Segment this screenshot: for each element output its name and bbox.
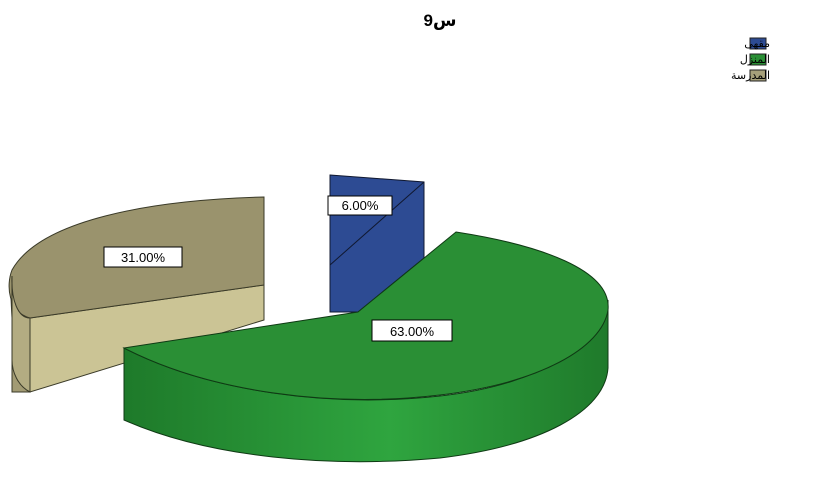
chart-title: س9: [424, 11, 457, 30]
data-label-cafe: 6.00%: [327, 195, 393, 216]
legend-swatch-school: [749, 69, 767, 82]
pie-slice-home: [122, 231, 609, 463]
data-label-home-text: 63.00%: [390, 324, 435, 339]
legend-label-home: المنزل: [740, 53, 770, 66]
legend-label-school: المدرسة: [731, 69, 770, 82]
legend-label-cafe: مقهى: [744, 37, 770, 50]
slice-home-top: [122, 231, 609, 400]
data-label-school: 31.00%: [103, 246, 183, 268]
legend-swatch-home: [749, 53, 767, 66]
legend-swatch-cafe: [749, 37, 767, 50]
data-label-home: 63.00%: [371, 319, 453, 342]
data-label-school-text: 31.00%: [121, 250, 166, 265]
data-label-cafe-text: 6.00%: [342, 198, 379, 213]
legend: مقهى المنزل المدرسة: [731, 37, 770, 82]
slice-school-front: [11, 275, 31, 393]
slice-cafe-edge: [329, 175, 425, 266]
